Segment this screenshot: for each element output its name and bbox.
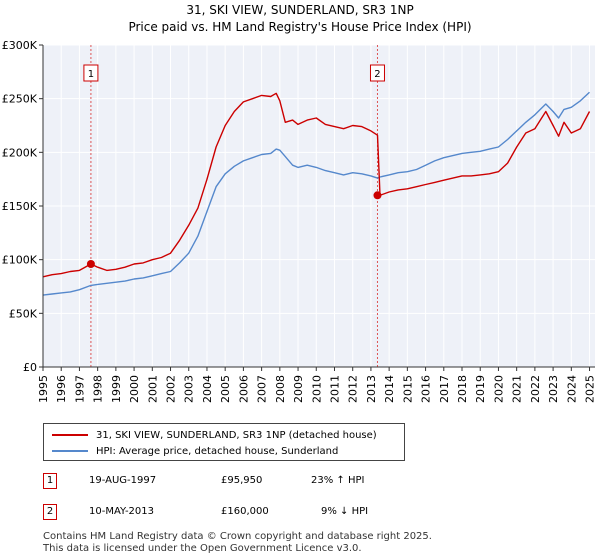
footer-license: This data is licensed under the Open Gov…	[43, 543, 362, 554]
sale-point	[373, 191, 382, 200]
y-tick-label: £300K	[2, 39, 38, 52]
x-tick-label: 2015	[401, 375, 414, 403]
x-tick-label: 2000	[128, 375, 141, 403]
legend: 31, SKI VIEW, SUNDERLAND, SR3 1NP (detac…	[43, 423, 405, 461]
y-tick-label: £150K	[2, 200, 38, 213]
transaction-hpi: 9% ↓ HPI	[321, 506, 369, 517]
x-tick-label: 2014	[383, 375, 396, 403]
x-tick-label: 2019	[474, 375, 487, 403]
y-tick-label: £100K	[2, 254, 38, 267]
chart-subtitle: Price paid vs. HM Land Registry's House …	[128, 20, 472, 34]
x-tick-label: 2003	[183, 375, 196, 403]
series-line-hpi	[42, 91, 590, 296]
y-axis: £0 £50K £100K £150K £200K £250K £300K	[2, 39, 44, 374]
sale-points	[86, 191, 382, 269]
x-tick-label: 1999	[110, 375, 123, 403]
x-tick-label: 2008	[274, 375, 287, 403]
x-tick-label: 2002	[165, 375, 178, 403]
x-tick-label: 2010	[310, 375, 323, 403]
x-tick-label: 2012	[347, 375, 360, 403]
transaction-number: 2	[43, 504, 57, 520]
x-tick-label: 1996	[55, 375, 68, 403]
annotation-label: 2	[374, 69, 380, 80]
x-tick-label: 2024	[565, 375, 578, 403]
footer: Contains HM Land Registry data © Crown c…	[43, 531, 432, 555]
x-tick-label: 1995	[37, 375, 50, 403]
x-tick-label: 2016	[420, 375, 433, 403]
x-tick-label: 2023	[547, 375, 560, 403]
chart-title: 31, SKI VIEW, SUNDERLAND, SR3 1NP	[186, 3, 414, 17]
x-tick-label: 2021	[511, 375, 524, 403]
x-tick-label: 2006	[237, 375, 250, 403]
x-tick-label: 2009	[292, 375, 305, 403]
transaction-price: £95,950	[221, 475, 263, 486]
transaction-number: 1	[43, 473, 57, 489]
x-tick-label: 1997	[73, 375, 86, 403]
series-group	[42, 91, 591, 296]
y-tick-label: £250K	[2, 93, 38, 106]
footer-copyright: Contains HM Land Registry data © Crown c…	[43, 531, 432, 542]
x-tick-label: 2011	[328, 375, 341, 403]
x-tick-label: 2018	[456, 375, 469, 403]
x-axis: 1995 1996 1997 1998 1999 2000 2001 2002 2003 2004…	[37, 366, 597, 403]
y-tick-label: £50K	[9, 307, 38, 320]
legend-swatch-property	[52, 434, 88, 436]
x-tick-label: 2007	[256, 375, 269, 403]
annotation-box	[83, 64, 99, 82]
annotation-box	[369, 64, 385, 82]
x-tick-label: 2022	[529, 375, 542, 403]
sale-markers	[90, 45, 378, 367]
chart-title-block: 31, SKI VIEW, SUNDERLAND, SR3 1NP Price …	[0, 2, 600, 36]
sale-point	[86, 260, 95, 269]
annotation-label: 1	[88, 69, 94, 80]
x-tick-label: 2004	[201, 375, 214, 403]
y-tick-label: £200K	[2, 146, 38, 159]
x-tick-label: 1998	[92, 375, 105, 403]
x-tick-label: 2005	[219, 375, 232, 403]
transaction-price: £160,000	[221, 506, 269, 517]
legend-item-property: 31, SKI VIEW, SUNDERLAND, SR3 1NP (detac…	[52, 427, 377, 443]
x-tick-label: 2017	[438, 375, 451, 403]
legend-label-hpi: HPI: Average price, detached house, Sund…	[96, 445, 339, 457]
legend-item-hpi: HPI: Average price, detached house, Sund…	[52, 443, 338, 459]
transaction-date: 10-MAY-2013	[89, 506, 155, 517]
series-line-property	[42, 92, 591, 278]
y-tick-label: £0	[23, 361, 37, 374]
legend-swatch-hpi	[52, 450, 88, 452]
legend-label-property: 31, SKI VIEW, SUNDERLAND, SR3 1NP (detac…	[96, 429, 377, 441]
x-tick-label: 2001	[146, 375, 159, 403]
x-tick-label: 2020	[492, 375, 505, 403]
transaction-date: 19-AUG-1997	[89, 475, 157, 486]
x-tick-label: 2013	[365, 375, 378, 403]
x-tick-label: 2025	[584, 375, 597, 403]
transaction-hpi: 23% ↑ HPI	[311, 475, 365, 486]
